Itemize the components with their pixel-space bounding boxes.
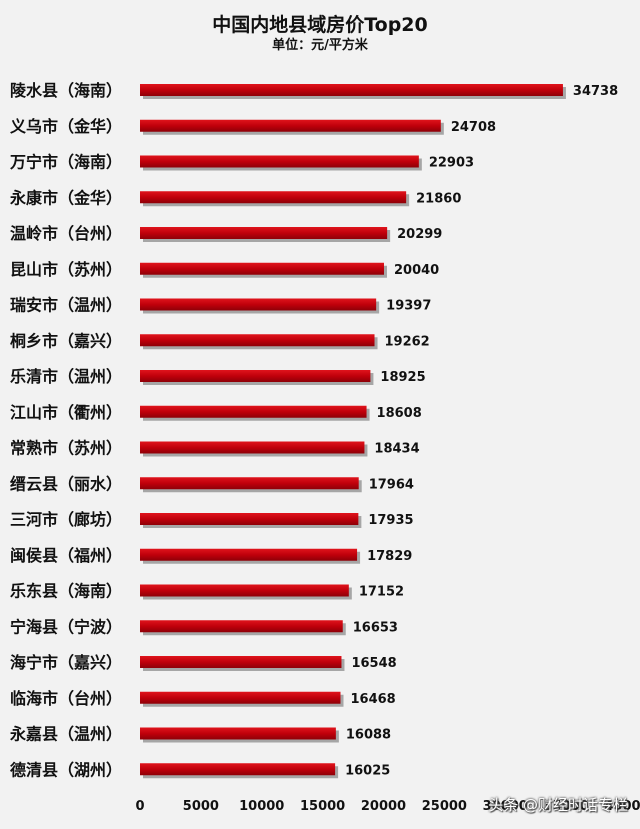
data-label: 24708 [451, 120, 496, 135]
x-tick-label: 30000 [483, 799, 528, 814]
bar [140, 584, 349, 597]
bar [140, 656, 342, 668]
bar [140, 691, 341, 704]
bar [140, 262, 384, 275]
category-label: 永康市（金华） [9, 188, 122, 207]
bar [140, 620, 343, 633]
data-label: 19262 [385, 334, 430, 349]
chart-title: 中国内地县域房价Top20 [212, 14, 428, 36]
bar [140, 84, 563, 96]
category-label: 乐东县（海南） [10, 582, 122, 601]
bar [140, 155, 419, 168]
data-label: 17964 [369, 477, 414, 492]
data-label: 17935 [368, 513, 413, 528]
watermark: 头条 @财经时话专栏 [488, 796, 628, 814]
chart-subtitle: 单位：元/平方米 [272, 38, 368, 53]
data-label: 16653 [353, 620, 398, 635]
data-label: 16548 [351, 656, 396, 671]
x-axis: 0 5000 10000 15000 20000 25000 30000 35000 40000 [135, 799, 640, 814]
category-label: 临海市（台州） [10, 689, 122, 708]
category-label: 陵水县（海南） [10, 81, 122, 100]
category-label: 温岭市（台州） [9, 224, 122, 243]
data-label: 19397 [386, 299, 431, 314]
category-label: 昆山市（苏州） [10, 260, 122, 279]
data-label: 18434 [374, 442, 419, 457]
bar [140, 191, 407, 204]
data-label: 17829 [367, 549, 412, 564]
x-tick-label: 5000 [183, 799, 219, 814]
category-label: 义乌市（金华） [10, 117, 122, 136]
category-label: 江山市（衢州） [10, 403, 122, 422]
bar [140, 763, 336, 776]
bar [140, 370, 371, 382]
category-label: 常熟市（苏州） [10, 439, 122, 458]
category-label: 三河市（廊坊） [10, 510, 122, 529]
data-label: 16025 [345, 763, 390, 778]
category-label: 瑞安市（温州） [10, 296, 122, 315]
data-label: 18925 [380, 370, 425, 385]
data-label: 22903 [429, 156, 474, 171]
bar [140, 441, 365, 454]
bar [140, 405, 367, 418]
data-label: 34738 [573, 84, 618, 99]
category-label: 万宁市（海南） [9, 153, 122, 172]
bar [140, 477, 359, 490]
category-label: 永嘉县（温州） [9, 725, 122, 744]
category-label: 缙云县（丽水） [10, 474, 122, 493]
bar [140, 334, 375, 347]
bar [140, 513, 359, 525]
category-label: 海宁市（嘉兴） [10, 653, 122, 672]
bars-layer: 陵水县（海南） 34738 义乌市（金华） 24708 万宁市（海南） 22903 永康市（… [9, 81, 618, 779]
bar [140, 727, 336, 740]
x-tick-label: 0 [135, 799, 144, 814]
x-tick-label: 35000 [544, 799, 589, 814]
data-label: 18608 [377, 406, 422, 421]
data-label: 16088 [346, 728, 391, 743]
data-label: 20040 [394, 263, 439, 278]
bar [140, 119, 441, 132]
category-label: 乐清市（温州） [10, 367, 122, 386]
x-tick-label: 15000 [300, 799, 345, 814]
x-tick-label: 20000 [361, 799, 406, 814]
data-label: 17152 [359, 585, 404, 600]
bar [140, 227, 388, 239]
bar [140, 298, 377, 311]
data-label: 20299 [397, 227, 442, 242]
data-label: 16468 [350, 692, 395, 707]
x-tick-label: 40000 [604, 799, 640, 814]
category-label: 宁海县（宁波） [10, 617, 122, 636]
category-label: 德清县（湖州） [10, 760, 122, 779]
x-tick-label: 25000 [422, 799, 467, 814]
bar [140, 548, 358, 561]
data-label: 21860 [416, 191, 461, 206]
category-label: 闽侯县（福州） [10, 546, 122, 565]
category-label: 桐乡市（嘉兴） [10, 331, 122, 350]
x-tick-label: 10000 [239, 799, 284, 814]
